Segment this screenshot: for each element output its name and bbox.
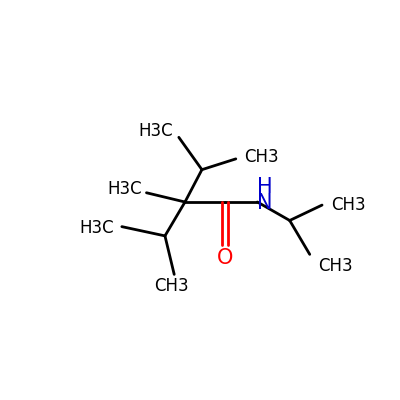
Text: CH3: CH3 xyxy=(318,257,353,275)
Text: H3C: H3C xyxy=(138,122,173,140)
Text: H: H xyxy=(257,177,272,197)
Text: N: N xyxy=(257,193,272,213)
Text: O: O xyxy=(217,248,233,268)
Text: CH3: CH3 xyxy=(331,196,365,214)
Text: CH3: CH3 xyxy=(244,148,279,166)
Text: CH3: CH3 xyxy=(154,277,188,295)
Text: H3C: H3C xyxy=(107,180,142,198)
Text: H3C: H3C xyxy=(79,219,114,237)
